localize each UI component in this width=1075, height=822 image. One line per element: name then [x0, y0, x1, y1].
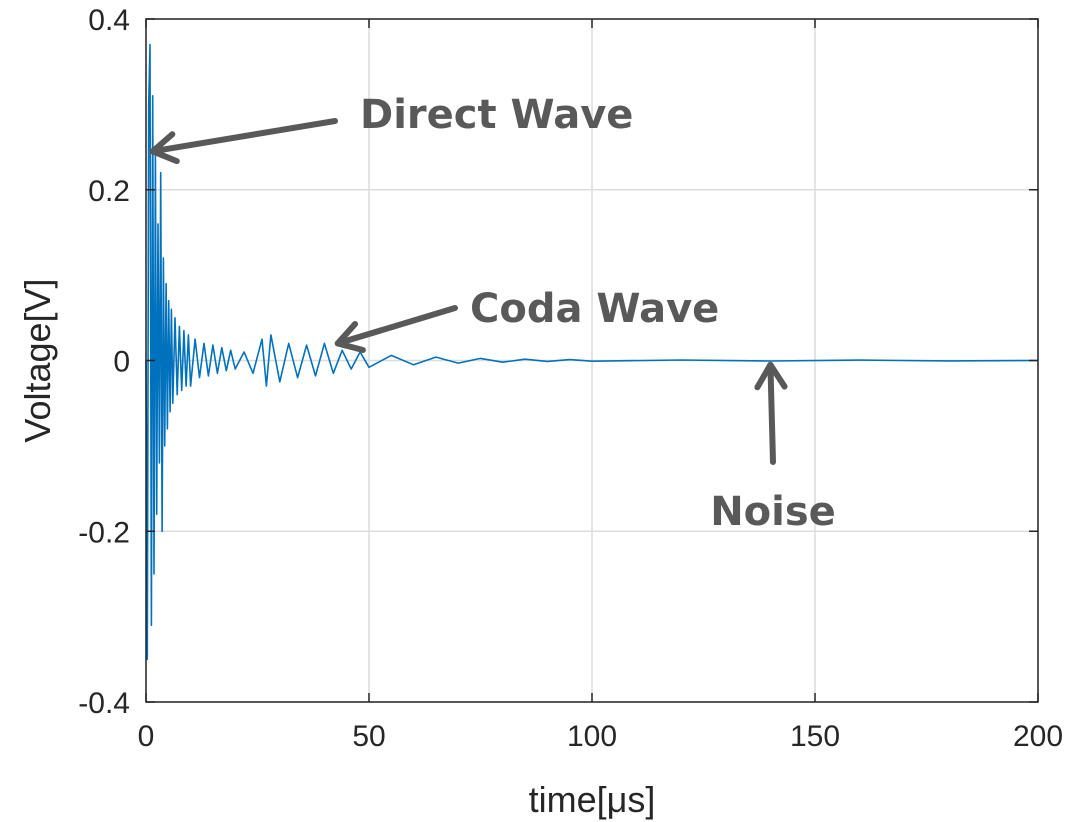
annotation-2: Coda Wave — [338, 286, 720, 350]
y-tick-label: -0.4 — [78, 687, 130, 720]
y-tick-label: 0.4 — [88, 4, 130, 37]
annotation-label: Direct Wave — [360, 92, 633, 138]
annotation-3: Noise — [710, 365, 836, 535]
y-axis-label: Voltage[V] — [17, 278, 58, 442]
x-tick-label: 0 — [138, 720, 155, 753]
x-tick-label: 100 — [567, 720, 617, 753]
annotation-label: Coda Wave — [470, 286, 719, 332]
x-tick-label: 200 — [1013, 720, 1063, 753]
annotation-layer: Direct Wave Coda Wave Noise — [153, 92, 836, 535]
y-tick-label: 0.2 — [88, 175, 130, 208]
annotation-arrow — [770, 365, 773, 462]
x-tick-label: 150 — [790, 720, 840, 753]
annotation-label: Noise — [710, 489, 836, 535]
annotation-1: Direct Wave — [153, 92, 634, 161]
y-tick-label: 0 — [113, 346, 130, 379]
x-axis-label: time[μs] — [529, 779, 656, 820]
y-tick-label: -0.2 — [78, 516, 130, 549]
x-tick-label: 50 — [352, 720, 385, 753]
annotation-arrow — [153, 121, 335, 151]
